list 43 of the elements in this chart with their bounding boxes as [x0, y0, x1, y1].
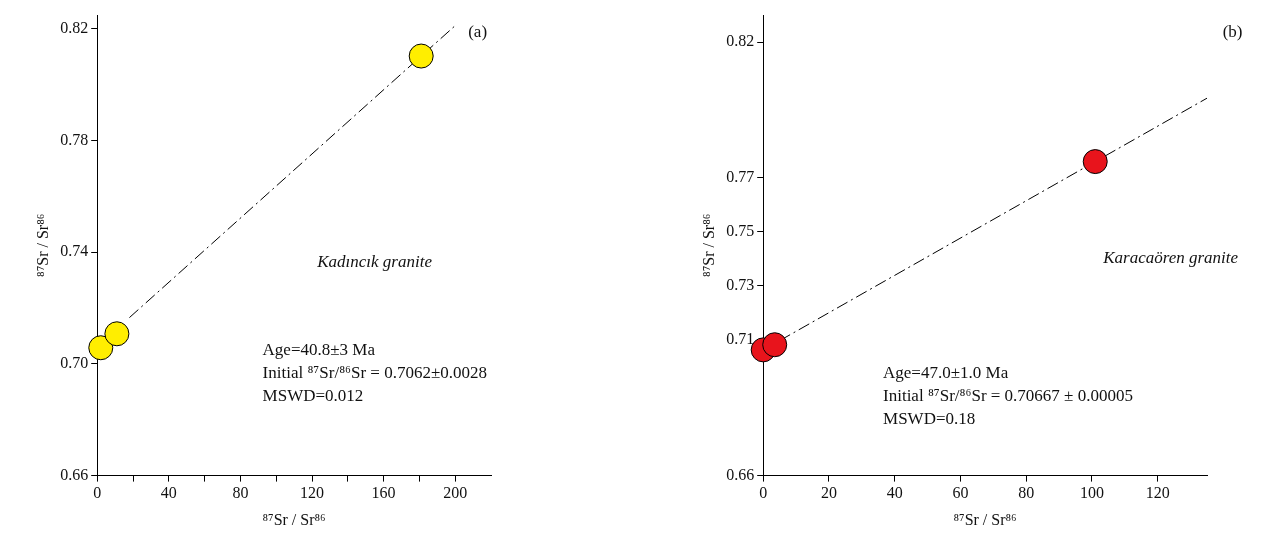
- y-tick-label: 0.73: [726, 276, 755, 294]
- x-tick-label: 200: [443, 484, 468, 502]
- x-tick-label: 120: [1145, 484, 1170, 502]
- point: [88, 335, 114, 361]
- annotation: Initial ⁸⁷Sr/⁸⁶Sr = 0.7062±0.0028: [262, 363, 488, 383]
- x-tick-label: 20: [820, 484, 837, 502]
- x-tick-label: 40: [886, 484, 903, 502]
- annotation: Age=47.0±1.0 Ma: [883, 363, 1009, 383]
- x-tick-label: 80: [232, 484, 249, 502]
- x-tick-label: 80: [1018, 484, 1035, 502]
- y-tick-label: 0.75: [726, 221, 755, 239]
- y-axis-title: ⁸⁷Sr / Sr⁸⁶: [699, 213, 717, 277]
- annotation: (a): [468, 22, 488, 42]
- y-tick-label: 0.66: [60, 465, 89, 483]
- x-tick-label: 160: [371, 484, 396, 502]
- annotation: Karacaören granite: [1102, 247, 1239, 267]
- x-tick-label: 120: [300, 484, 324, 502]
- y-tick-label: 0.82: [60, 19, 89, 37]
- y-tick-label: 0.71: [726, 330, 755, 348]
- x-tick-label: 0: [759, 484, 768, 502]
- annotation: Age=40.8±3 Ma: [262, 339, 376, 359]
- y-tick-label: 0.78: [60, 130, 89, 148]
- y-tick-label: 0.66: [726, 465, 755, 483]
- point: [408, 43, 434, 69]
- x-axis-title: ⁸⁷Sr / Sr⁸⁶: [953, 510, 1017, 528]
- point: [762, 332, 788, 358]
- annotation: MSWD=0.18: [883, 409, 976, 429]
- x-axis-title: ⁸⁷Sr / Sr⁸⁶: [262, 510, 326, 528]
- point: [1082, 149, 1108, 175]
- y-tick-label: 0.70: [60, 354, 89, 372]
- annotation: Kadıncık granite: [316, 252, 433, 272]
- y-axis-title: ⁸⁷Sr / Sr⁸⁶: [33, 213, 51, 277]
- y-tick-label: 0.74: [60, 242, 89, 260]
- annotation: Initial ⁸⁷Sr/⁸⁶Sr = 0.70667 ± 0.00005: [883, 386, 1133, 406]
- x-tick-label: 60: [952, 484, 969, 502]
- x-tick-label: 100: [1079, 484, 1104, 502]
- point: [104, 321, 130, 347]
- x-tick-label: 40: [160, 484, 177, 502]
- annotation: MSWD=0.012: [262, 386, 364, 406]
- text: (b): [1222, 22, 1243, 42]
- y-tick-label: 0.77: [726, 167, 755, 185]
- x-tick-label: 0: [93, 484, 102, 502]
- y-tick-label: 0.82: [726, 32, 755, 50]
